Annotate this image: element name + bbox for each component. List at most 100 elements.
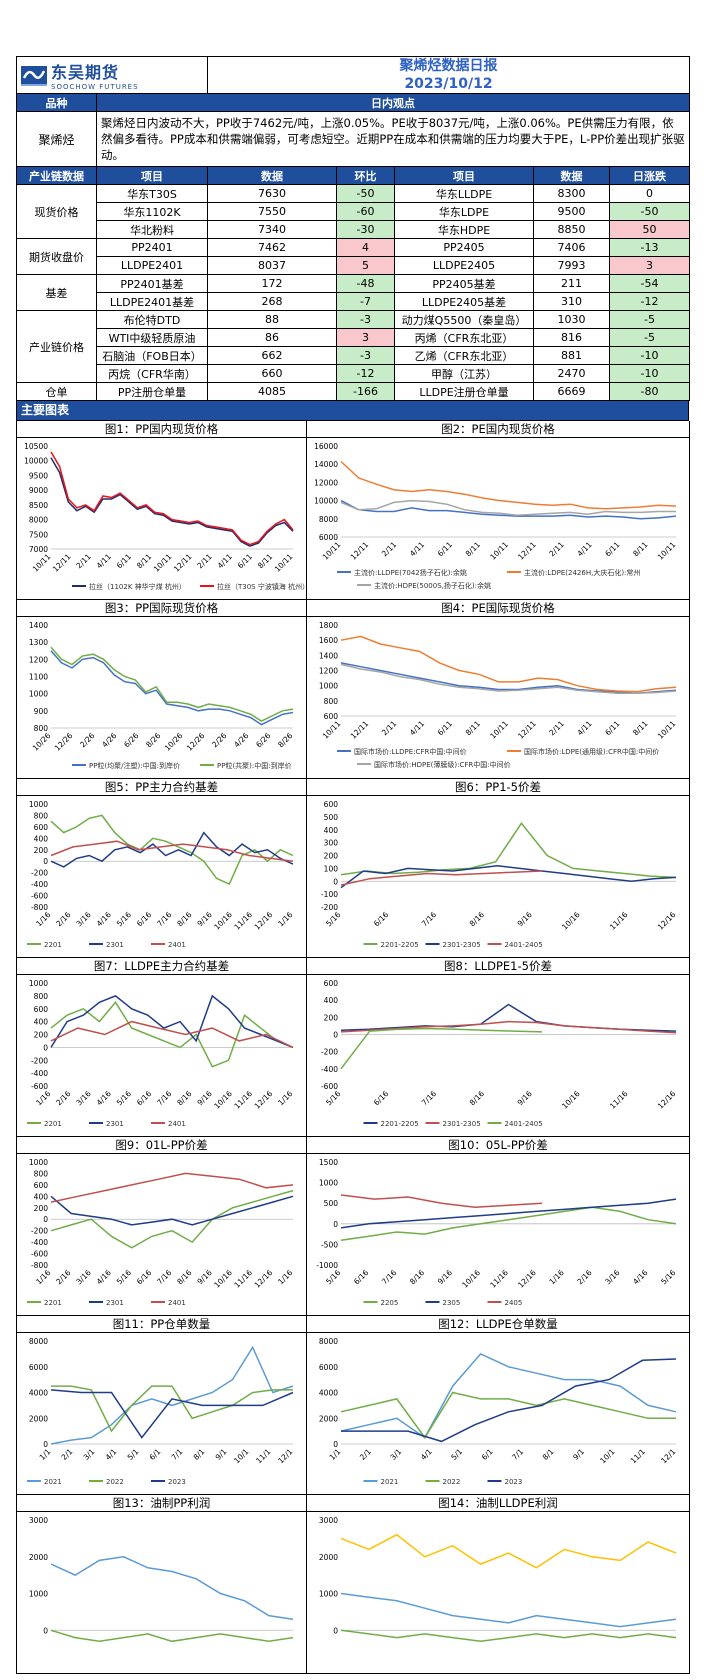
y-tick-label: -400	[321, 1065, 338, 1074]
x-tick-label: 3/16	[74, 1268, 92, 1286]
chart-panel: 图2：PE国内现货价格 16000 14000 12000 10000 8000 6000 1…	[307, 421, 690, 600]
legend-label: 2301	[106, 1299, 124, 1307]
x-tick-label: 8/1	[541, 1447, 556, 1462]
x-tick-label: 2/26	[210, 731, 228, 749]
x-tick-label: 5/16	[324, 910, 342, 928]
value-right: 7993	[533, 256, 610, 275]
change-left: 4	[336, 238, 395, 257]
x-tick-label: 8/11	[464, 719, 482, 737]
x-tick-label: 5/16	[324, 1089, 342, 1107]
logo-cn: 东吴期货	[51, 63, 120, 82]
x-tick-label: 10/26	[31, 731, 53, 753]
legend-label: 2023	[505, 1478, 523, 1486]
x-tick-label: 4/11	[408, 540, 426, 558]
legend-label: 2022	[106, 1478, 124, 1486]
change-left: -12	[336, 364, 395, 383]
chart-panel: 图14：油制LLDPE利润 3000 2000 1000 0	[307, 1495, 690, 1674]
y-tick-label: 14000	[314, 460, 338, 469]
x-tick-label: 8/11	[631, 540, 649, 558]
y-tick-label: 10000	[314, 497, 338, 506]
y-tick-label: 9500	[29, 471, 48, 480]
change-right: -50	[608, 202, 691, 221]
x-tick-label: 8/16	[468, 1089, 486, 1107]
header-table: 东吴期货 SOOCHOW FUTURES 聚烯烃数据日报 2023/10/12 …	[16, 56, 691, 401]
y-tick-label: -800	[31, 1261, 48, 1270]
x-tick-label: 4/16	[95, 1089, 113, 1107]
change-left: 5	[336, 256, 395, 275]
x-tick-label: 10/11	[273, 552, 295, 574]
chart-title: 图10：05L-PP价差	[307, 1137, 689, 1154]
x-tick-label: 2/11	[547, 719, 565, 737]
logo-en: SOOCHOW FUTURES	[51, 83, 139, 91]
series-line	[340, 663, 677, 695]
x-tick-label: 6/11	[436, 540, 454, 558]
series-line	[340, 1629, 677, 1643]
x-tick-label: 4/16	[95, 910, 113, 928]
series-line	[340, 865, 677, 889]
table-row: LLDPE2401 8037 5 LLDPE2405 7993 3	[17, 256, 691, 275]
y-tick-label: 0	[333, 1440, 338, 1449]
legend-label: 拉丝（T30S 宁波镇海 杭州）	[217, 582, 307, 591]
x-tick-label: 2/26	[78, 731, 96, 749]
y-tick-label: 800	[34, 724, 49, 733]
x-tick-label: 12/16	[253, 1089, 275, 1111]
y-tick-label: 400	[324, 996, 339, 1005]
x-tick-label: 3/16	[74, 910, 92, 928]
y-tick-label: 800	[34, 992, 49, 1001]
y-tick-label: 0	[333, 1220, 338, 1229]
x-tick-label: 4/26	[100, 731, 118, 749]
x-tick-label: 6/16	[135, 910, 153, 928]
x-tick-label: 6/11	[603, 540, 621, 558]
th-1: 项目	[96, 166, 208, 185]
x-tick-label: 7/16	[155, 1089, 173, 1107]
y-tick-label: 200	[34, 846, 49, 855]
y-tick-label: 200	[324, 1013, 339, 1022]
x-tick-label: 1/1	[328, 1447, 343, 1462]
legend-label: 2023	[168, 1478, 186, 1486]
group-label: 期货收盘价	[16, 238, 97, 275]
legend-label: 2205	[381, 1299, 399, 1307]
y-tick-label: 10500	[24, 442, 48, 451]
chart-panel: 图13：油制PP利润 3000 2000 1000 0	[17, 1495, 307, 1674]
y-tick-label: 1800	[319, 621, 338, 630]
change-right: -54	[608, 274, 691, 293]
x-tick-label: 10/16	[560, 910, 582, 932]
group-label: 基差	[16, 274, 97, 311]
series-line	[340, 635, 677, 693]
x-tick-label: 11/16	[608, 910, 630, 932]
y-tick-label: -600	[31, 892, 48, 901]
y-tick-label: 1200	[29, 655, 48, 664]
y-tick-label: 6000	[29, 1363, 48, 1372]
change-right: -5	[608, 328, 691, 347]
chart-panel: 图12：LLDPE仓单数量 8000 6000 4000 2000 0 1/1 2/1 3/1 4…	[307, 1316, 690, 1495]
y-tick-label: 12000	[314, 478, 338, 487]
x-tick-label: 12/26	[53, 731, 75, 753]
series-line	[50, 1556, 294, 1620]
chart-title: 图7：LLDPE主力合约基差	[17, 958, 306, 975]
y-tick-label: 600	[324, 712, 339, 721]
legend-label: 2201-2205	[381, 941, 419, 949]
legend-label: 主流价:HDPE(5000S,扬子石化):余姚	[374, 581, 491, 590]
table-row: LLDPE2401基差 268 -7 LLDPE2405基差 310 -12	[17, 292, 691, 311]
item-right: 华东HDPE	[394, 220, 534, 239]
item-left: LLDPE2401基差	[96, 292, 208, 311]
x-tick-label: 10/11	[321, 540, 343, 562]
value-left: 660	[207, 364, 337, 383]
x-tick-label: 12/16	[656, 1089, 678, 1111]
value-left: 86	[207, 328, 337, 347]
opinion-col-product: 品种	[16, 93, 97, 112]
x-tick-label: 2/11	[380, 540, 398, 558]
y-tick-label: 0	[43, 1626, 48, 1635]
value-left: 8037	[207, 256, 337, 275]
x-tick-label: 4/11	[408, 719, 426, 737]
item-left: 布伦特DTD	[96, 310, 208, 329]
x-tick-label: 10/16	[460, 1268, 482, 1290]
change-left: -166	[336, 382, 395, 401]
x-tick-label: 7/16	[420, 910, 438, 928]
section-title: 主要图表	[16, 401, 689, 421]
group-label: 仓单	[16, 382, 97, 401]
series-line	[340, 1352, 677, 1439]
